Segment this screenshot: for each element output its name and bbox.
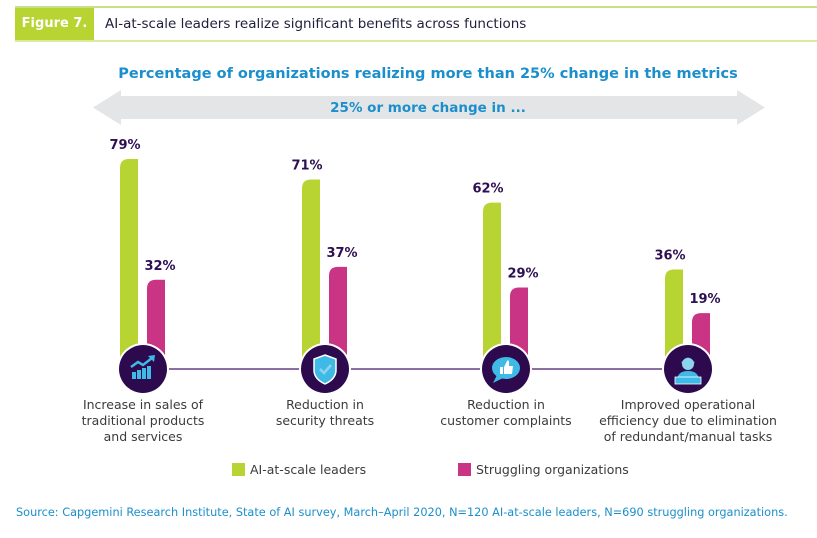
- category-label-4-line-1: Improved operational: [621, 397, 755, 412]
- bar-glyph: [137, 370, 141, 379]
- legend-swatch-struggling: [458, 463, 471, 476]
- category-icons: [117, 343, 714, 395]
- source-note: Source: Capgemini Research Institute, St…: [16, 506, 788, 519]
- bar-glyph: [147, 366, 151, 379]
- thumb-cuff-glyph: [500, 367, 503, 374]
- thumbs-up-glyph: [504, 360, 513, 374]
- bar-leaders-1: [120, 158, 138, 369]
- security-shield-check-icon: [299, 343, 351, 395]
- legend: AI-at-scale leaders Struggling organizat…: [232, 462, 629, 477]
- legend-label-leaders: AI-at-scale leaders: [250, 462, 366, 477]
- bar-leaders-3: [483, 202, 501, 369]
- value-label-leaders-1: 79%: [109, 138, 140, 153]
- value-label-leaders-4: 36%: [654, 248, 685, 263]
- category-label-1-line-3: and services: [104, 429, 183, 444]
- category-label-4-line-2: efficiency due to elimination: [599, 413, 777, 428]
- legend-label-struggling: Struggling organizations: [476, 462, 629, 477]
- figure-label: Figure 7.: [15, 8, 94, 40]
- chart-title: Percentage of organizations realizing mo…: [118, 66, 737, 82]
- bar-struggling-2: [329, 266, 347, 369]
- value-label-leaders-2: 71%: [291, 159, 322, 174]
- category-label-3-line-2: customer complaints: [440, 413, 571, 428]
- figure-title: AI-at-scale leaders realize significant …: [105, 16, 527, 32]
- sales-growth-chart-icon: [117, 343, 169, 395]
- shield-glyph: [313, 354, 337, 385]
- category-label-1-line-2: traditional products: [82, 413, 205, 428]
- category-label-4-line-3: of redundant/manual tasks: [604, 429, 773, 444]
- bar-leaders-2: [302, 179, 320, 369]
- category-label-3-line-1: Reduction in: [467, 397, 545, 412]
- worker-at-laptop-icon: [662, 343, 714, 395]
- bars: 79% 71% 62% 36% 32% 37% 29% 19%: [109, 138, 721, 369]
- category-label-2-line-1: Reduction in: [286, 397, 364, 412]
- bar-glyph: [142, 368, 146, 379]
- category-label-2-line-2: security threats: [276, 413, 374, 428]
- value-label-struggling-2: 37%: [326, 246, 357, 261]
- value-label-leaders-3: 62%: [472, 182, 503, 197]
- arrow-label: 25% or more change in ...: [330, 100, 526, 116]
- speech-tail-glyph: [493, 375, 503, 383]
- check-glyph: [319, 364, 332, 375]
- legend-swatch-leaders: [232, 463, 245, 476]
- value-label-struggling-4: 19%: [689, 292, 720, 307]
- category-label-1-line-1: Increase in sales of: [83, 397, 204, 412]
- thumbs-up-speech-bubble-icon: [480, 343, 532, 395]
- double-arrow-banner: [93, 90, 765, 125]
- trend-line-glyph: [130, 357, 153, 369]
- value-label-struggling-1: 32%: [144, 259, 175, 274]
- head-glyph: [682, 358, 694, 370]
- arrow-head-glyph: [148, 355, 155, 362]
- figure-header: Figure 7. AI-at-scale leaders realize si…: [15, 6, 817, 42]
- bar-glyph: [132, 372, 136, 379]
- bar-leaders-4: [665, 269, 683, 369]
- value-label-struggling-3: 29%: [507, 266, 538, 281]
- laptop-glyph: [674, 376, 702, 385]
